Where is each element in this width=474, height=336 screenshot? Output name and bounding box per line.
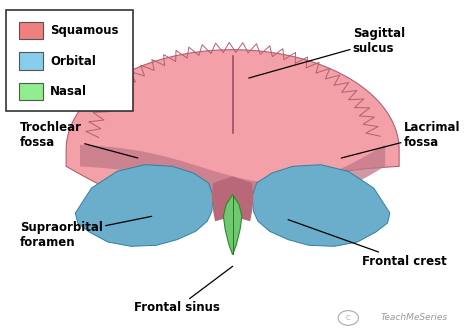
- Text: Nasal: Nasal: [50, 85, 87, 98]
- Text: Orbital: Orbital: [50, 54, 96, 68]
- FancyBboxPatch shape: [19, 52, 43, 70]
- Polygon shape: [212, 176, 254, 221]
- Text: Frontal crest: Frontal crest: [288, 220, 447, 268]
- FancyBboxPatch shape: [19, 83, 43, 100]
- Polygon shape: [75, 165, 213, 246]
- Polygon shape: [66, 50, 399, 207]
- FancyBboxPatch shape: [19, 22, 43, 39]
- Polygon shape: [252, 165, 390, 246]
- Text: C: C: [346, 315, 351, 321]
- Text: TeachMeSeries: TeachMeSeries: [381, 313, 448, 323]
- Text: Lacrimal
fossa: Lacrimal fossa: [341, 121, 460, 158]
- Text: Trochlear
fossa: Trochlear fossa: [20, 121, 138, 158]
- FancyBboxPatch shape: [6, 10, 133, 111]
- Polygon shape: [223, 195, 242, 255]
- Text: Squamous: Squamous: [50, 24, 118, 37]
- Text: Sagittal
sulcus: Sagittal sulcus: [249, 27, 405, 78]
- Text: Frontal sinus: Frontal sinus: [134, 266, 233, 314]
- Text: Supraorbital
foramen: Supraorbital foramen: [20, 216, 152, 249]
- Polygon shape: [80, 145, 385, 205]
